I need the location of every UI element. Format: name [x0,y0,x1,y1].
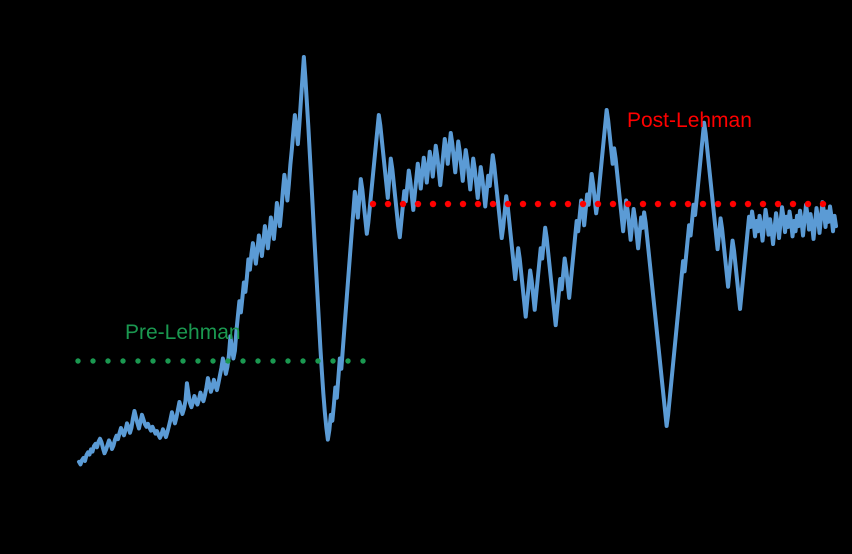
annotation-dot [255,358,261,364]
series-volatility-index [77,55,838,467]
annotation-dot [579,200,587,208]
annotation-dot [399,200,407,208]
annotation-dot [345,358,351,364]
annotation-dot [90,358,96,364]
annotation-dot [135,358,141,364]
annotation-dot [744,200,752,208]
post-lehman-average-line [369,200,827,208]
annotation-dot [444,200,452,208]
annotation-dot [489,200,497,208]
annotation-dot [330,358,336,364]
annotation-dot [75,358,81,364]
annotation-dot [225,358,231,364]
post-lehman-annotation-label: Post-Lehman [627,109,752,132]
annotation-dot [285,358,291,364]
annotation-dot [300,358,306,364]
series-line [77,55,838,467]
annotation-dot [384,200,392,208]
annotation-dot [684,200,692,208]
annotation-dot [165,358,171,364]
annotation-dot [609,200,617,208]
annotation-dot [729,200,737,208]
annotation-dot [669,200,677,208]
annotation-dot [195,358,201,364]
annotation-dot [654,200,662,208]
annotation-dot [150,358,156,364]
annotation-dot [819,200,827,208]
pre-lehman-annotation-label: Pre-Lehman [125,321,241,344]
annotation-dot [759,200,767,208]
annotation-dot [474,200,482,208]
annotation-dot [180,358,186,364]
annotation-dot [120,358,126,364]
annotation-dot [519,200,527,208]
annotation-dot [414,200,422,208]
annotation-dot [804,200,812,208]
annotation-dot [315,358,321,364]
annotation-dot [504,200,512,208]
annotation-dot [360,358,366,364]
annotation-dot [270,358,276,364]
annotation-dot [639,200,647,208]
annotation-dot [564,200,572,208]
annotation-dot [594,200,602,208]
annotation-dot [774,200,782,208]
annotation-dot [459,200,467,208]
annotation-dot [534,200,542,208]
annotation-dot [699,200,707,208]
annotation-dot [369,200,377,208]
annotation-dot [240,358,246,364]
annotation-dot [105,358,111,364]
annotation-dot [789,200,797,208]
pre-lehman-average-line [75,358,366,364]
annotation-dot [624,200,632,208]
annotation-dot [549,200,557,208]
annotation-dot [714,200,722,208]
annotation-dot [429,200,437,208]
annotation-dot [210,358,216,364]
